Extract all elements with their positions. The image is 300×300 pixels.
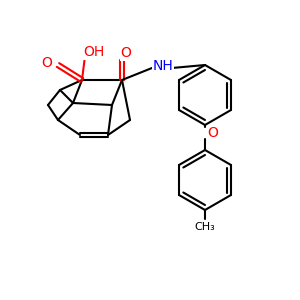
- Text: O: O: [42, 56, 52, 70]
- Text: O: O: [208, 126, 218, 140]
- Text: OH: OH: [83, 45, 105, 59]
- Text: CH₃: CH₃: [195, 222, 215, 232]
- Text: NH: NH: [153, 59, 173, 73]
- Text: O: O: [121, 46, 131, 60]
